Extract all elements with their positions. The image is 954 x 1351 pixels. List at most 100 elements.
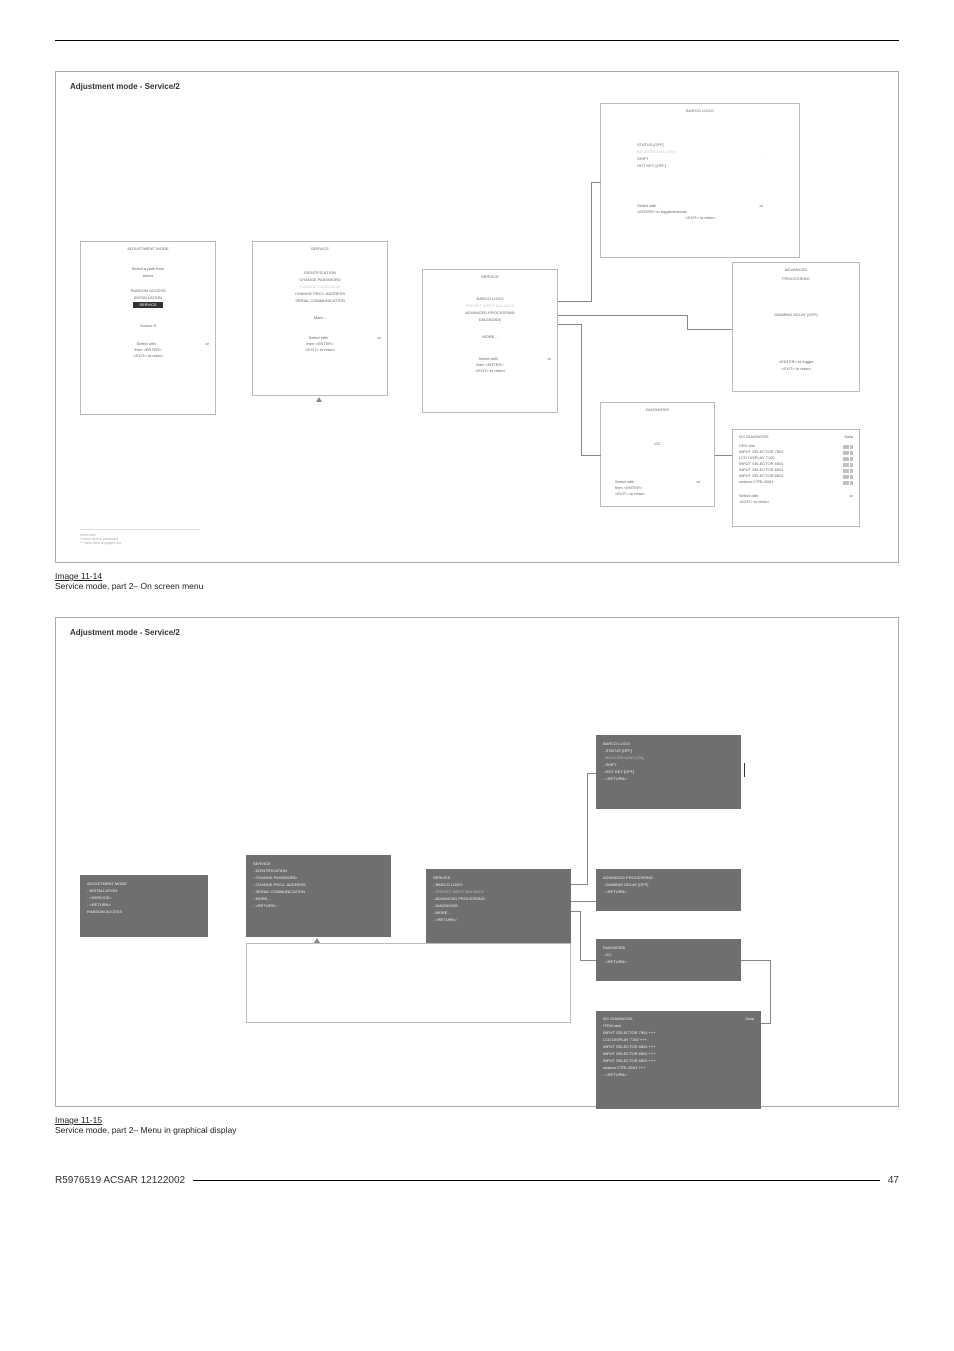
adj-enter: then <ENTER> (134, 347, 161, 352)
p2-logo-l4: - HOT KEY [OFF] (603, 768, 734, 775)
i2c-data: Data (845, 434, 853, 440)
footer-ref: R5976519 ACSAR 12122002 (55, 1175, 185, 1186)
p2-i2c-ret: - <RETURN> (603, 1071, 754, 1078)
adj-hdr: ADJUSTMENT MODE (87, 246, 209, 252)
svc-exit: <EXIT> to return (305, 347, 335, 352)
p2-svc-l5: - MORE... (253, 895, 384, 902)
svc2-sel: Select with (479, 356, 498, 361)
p2-logo-l2: - BACKGROUND [ON] (603, 754, 734, 761)
diag-hdr: DIAGNOSIS (607, 407, 708, 413)
p2-logo-l5: - <RETURN> (603, 775, 734, 782)
p2-svc2-l6: - <RETURN> (433, 916, 564, 923)
panel-advanced: ADVANCED PROCESSING DIMMING DELAY [OFF] … (732, 262, 860, 392)
p2-adv-l2: - <RETURN> (603, 888, 734, 895)
i2c-hdr: I2C DIAGNOSIS (739, 434, 769, 440)
c2-1 (571, 884, 588, 885)
figure-11-15: Adjustment mode - Service/2 BARCO LOGO -… (55, 617, 899, 1107)
panel-diagnosis: DIAGNOSIS I2C Select with or then <ENTER… (600, 402, 715, 507)
caption-11-14: Image 11-14 Service mode, part 2– On scr… (55, 571, 899, 591)
cap2-text: Service mode, part 2– Menu in graphical … (55, 1125, 236, 1135)
p2-svc-l3: - CHANGE PROJ. ADDRESS (253, 881, 384, 888)
svc2-l4: DIAGNOSIS (429, 316, 551, 323)
bars7 (842, 479, 853, 485)
adv-l1: DIMMING DELAY [OFF] (739, 311, 853, 318)
figure-1-canvas: ADJUSTMENT MODE Select a path from below… (56, 97, 898, 561)
svc2-more: MORE... (429, 333, 551, 340)
figure-2-canvas: BARCO LOGO - STATUS [OFF] - BACKGROUND [… (56, 643, 898, 1107)
logo-hdr: BARCO LOGO (607, 108, 793, 114)
diag-arrow: or (696, 479, 700, 485)
svc-enter: then <ENTER> (306, 341, 333, 346)
conn-2 (558, 315, 688, 316)
diag-sel: Select with (615, 479, 634, 484)
logo-enter: <ENTER> to toggle/execute (637, 209, 687, 214)
adv-exit: <EXIT> to return (739, 365, 853, 372)
svc-l4: CHANGE PROJ. ADDRESS (259, 290, 381, 297)
diag-enter: then <ENTER> (615, 485, 642, 490)
cap1-no: Image 11-14 (55, 571, 102, 581)
diag-exit: <EXIT> to return (615, 491, 645, 496)
p2-svc2-l4: - DIAGNOSIS (433, 902, 564, 909)
p2-svc-l2: - CHANGE PASSWORD (253, 874, 384, 881)
panel-service-2: SERVICE BARCO LOGO PRESET INPUT BALANCE … (422, 269, 558, 413)
p2-adj-hdr: ADJUSTMENT MODE (87, 880, 201, 887)
conn-3c (581, 455, 601, 456)
logo-l2: BACKGROUND [ON] (637, 148, 793, 155)
conn-4 (715, 455, 732, 456)
p2-diag-hdr: DIAGNOSIS (603, 944, 734, 951)
adj-l4: INSTALLATION (87, 294, 209, 301)
conn-3 (558, 324, 582, 325)
panel2-adjustment-mode: ADJUSTMENT MODE - INSTALLATION - <SERVIC… (80, 875, 208, 937)
figure-1-title: Adjustment mode - Service/2 (56, 72, 898, 97)
adv-hdr2: PROCESSING (739, 276, 853, 282)
diag-l1: I2C (607, 440, 708, 447)
adj-l5[interactable]: SERVICE (87, 301, 209, 308)
p2-diag-l1: - I2C (603, 951, 734, 958)
page-footer: R5976519 ACSAR 12122002 47 (55, 1175, 899, 1186)
cap1-text: Service mode, part 2– On screen menu (55, 581, 203, 591)
adv-toggle: <ENTER> to toggle (739, 358, 853, 365)
panel-barco-logo: BARCO LOGO STATUS [OFF] BACKGROUND [ON] … (600, 103, 800, 258)
panel2-service-2: SERVICE - BARCO LOGO - PRESET INPUT BALA… (426, 869, 571, 947)
c2-3b (580, 911, 581, 961)
svc2-exit: <EXIT> to return (475, 368, 505, 373)
svc-arrow: or (377, 335, 381, 341)
p2-svc2-l5: - MORE... (433, 909, 564, 916)
logo-l4: HOT KEY [OFF] (637, 162, 793, 169)
cursor-icon (744, 763, 745, 777)
svc-l2: CHANGE PASSWORD (259, 276, 381, 283)
c2-4b (770, 960, 771, 1024)
adj-exit: <EXIT> to return (133, 353, 163, 358)
adj-src: Source 5 (87, 322, 209, 329)
logo-l3: SHIFT (637, 155, 793, 162)
p2-i2c-hdr: I2C DIAGNOSIS (603, 1016, 633, 1022)
panel2-blank (246, 943, 571, 1023)
svc2-enter: then <ENTER> (476, 362, 503, 367)
adj-sel: Select with (137, 341, 156, 346)
svc-hdr: SERVICE (259, 246, 381, 252)
svc-l3: CHANGE LANGUAGE (259, 283, 381, 290)
panel2-diagnosis: DIAGNOSIS - I2C - <RETURN> (596, 939, 741, 981)
c2-2 (571, 901, 596, 902)
p2-adj-l4: RANDOM ACCESS (87, 908, 201, 915)
conn-1 (558, 301, 592, 302)
top-rule (55, 40, 899, 41)
p2-svc2-l1: - BARCO LOGO (433, 881, 564, 888)
adj-arrow: or (205, 341, 209, 347)
panel2-i2c: I2C DIAGNOSIS Data ITEM rack INPUT SELEC… (596, 1011, 761, 1109)
caption-11-15: Image 11-15 Service mode, part 2– Menu i… (55, 1115, 899, 1135)
panel2-service: SERVICE - IDENTIFICATION - CHANGE PASSWO… (246, 855, 391, 937)
c2-4c (761, 1023, 771, 1024)
adj-l1: Select a path from (87, 265, 209, 272)
adj-l2: below (87, 272, 209, 279)
p2-i2c-r3: INPUT SELECTOR 6501 +++ (603, 1043, 754, 1050)
c2-1c (587, 773, 597, 774)
p2-i2c-r0: ITEM rack (603, 1022, 754, 1029)
i2c-r7: custom CTRL 8001 (739, 479, 773, 485)
conn-2c (687, 329, 732, 330)
p2-svc2-l2: - PRESET INPUT BALANCE (433, 888, 564, 895)
panel2-advanced: ADVANCED PROCESSING - DIMMING DELAY [OFF… (596, 869, 741, 911)
panel-i2c: I2C DIAGNOSIS Data CPU bus INPUT SELECTO… (732, 429, 860, 527)
p2-logo-l3: - SHIFT (603, 761, 734, 768)
p2-adj-l1: - INSTALLATION (87, 887, 201, 894)
